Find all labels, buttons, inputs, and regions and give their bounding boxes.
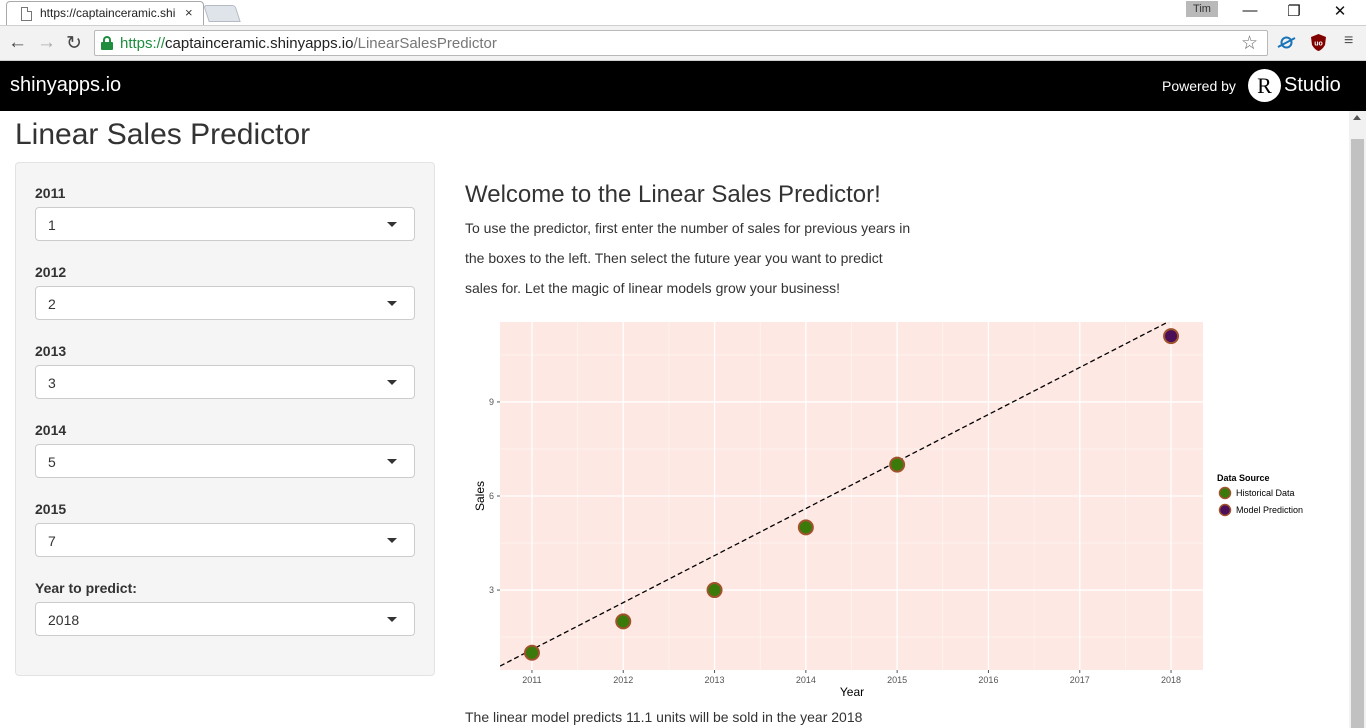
tab-title: https://captainceramic.shi	[40, 6, 176, 20]
year-2015-select[interactable]: 7	[35, 523, 415, 557]
year-2013-select[interactable]: 3	[35, 365, 415, 399]
legend-label: Model Prediction	[1236, 505, 1303, 515]
dropdown-caret-icon	[387, 617, 397, 622]
select-value: 2018	[48, 612, 80, 628]
legend-key	[1218, 503, 1232, 517]
data-point	[523, 644, 540, 661]
document-icon	[21, 7, 32, 21]
year-2011-label: 2011	[35, 185, 66, 201]
select-value: 5	[48, 454, 56, 470]
prediction-summary: The linear model predicts 11.1 units wil…	[465, 709, 863, 725]
x-axis-title: Year	[840, 685, 864, 699]
points-layer	[523, 328, 1180, 661]
legend-title: Data Source	[1217, 473, 1270, 483]
data-point	[797, 519, 814, 536]
y-tick-label: 9	[489, 397, 494, 407]
ublock-icon[interactable]: uo	[1309, 33, 1328, 52]
dropdown-caret-icon	[387, 538, 397, 543]
restore-button[interactable]: ❐	[1287, 3, 1301, 20]
data-point	[615, 613, 632, 630]
y-axis: 3 6 9	[489, 397, 500, 595]
bookmark-star-icon[interactable]: ☆	[1241, 33, 1259, 54]
forward-icon[interactable]: →	[37, 32, 56, 53]
data-point	[889, 456, 906, 473]
prediction-point	[1163, 328, 1180, 345]
menu-icon[interactable]: ≡	[1344, 32, 1354, 49]
year-to-predict-label: Year to predict:	[35, 580, 137, 596]
svg-text:uo: uo	[1314, 41, 1323, 48]
welcome-heading: Welcome to the Linear Sales Predictor!	[465, 181, 881, 208]
x-axis: 2011 2012 2013 2014 2015 2016 2017 2018	[522, 670, 1181, 685]
address-bar[interactable]: https://captainceramic.shinyapps.io/Line…	[94, 30, 1268, 56]
x-tick-label: 2015	[887, 675, 907, 685]
x-tick-label: 2017	[1070, 675, 1090, 685]
regression-line	[500, 322, 1170, 667]
year-2012-select[interactable]: 2	[35, 286, 415, 320]
back-icon[interactable]: ←	[8, 32, 27, 53]
year-2014-label: 2014	[35, 422, 67, 438]
scrollbar-thumb[interactable]	[1351, 139, 1364, 728]
year-2015-label: 2015	[35, 501, 67, 517]
dropdown-caret-icon	[387, 301, 397, 306]
close-window-button[interactable]: ✕	[1333, 3, 1347, 20]
legend-key	[1218, 486, 1232, 500]
reload-icon[interactable]: ↻	[66, 33, 82, 54]
tab-strip: https://captainceramic.shi × Tim — ❐ ✕	[0, 0, 1366, 25]
tab-close-icon[interactable]: ×	[185, 5, 193, 20]
legend-label: Historical Data	[1236, 488, 1295, 498]
browser-toolbar: ← → ↻ https://captainceramic.shinyapps.i…	[0, 25, 1366, 61]
dropdown-caret-icon	[387, 222, 397, 227]
intro-text: To use the predictor, first enter the nu…	[465, 220, 911, 296]
page-scrollbar[interactable]	[1349, 111, 1366, 728]
minimize-button[interactable]: —	[1242, 2, 1258, 19]
year-2014-select[interactable]: 5	[35, 444, 415, 478]
year-to-predict-select[interactable]: 2018	[35, 602, 415, 636]
sales-plot: 2011 2012 2013 2014 2015 2016 2017 2018 3 6 9 Yea…	[473, 322, 1303, 699]
rstudio-logo-icon[interactable]: R	[1248, 69, 1281, 102]
lock-icon	[101, 36, 113, 50]
page-title: Linear Sales Predictor	[15, 118, 311, 151]
rstudio-logo-text[interactable]: Studio	[1284, 74, 1341, 96]
major-gridlines	[500, 322, 1203, 670]
fit-line-layer	[500, 322, 1170, 667]
x-tick-label: 2011	[522, 675, 541, 685]
brand-logo[interactable]: shinyapps.io	[10, 74, 122, 96]
select-value: 7	[48, 533, 56, 549]
new-tab-button[interactable]	[203, 5, 241, 22]
x-tick-label: 2012	[613, 675, 633, 685]
dropdown-caret-icon	[387, 380, 397, 385]
x-tick-label: 2018	[1161, 675, 1181, 685]
dropdown-caret-icon	[387, 459, 397, 464]
browser-tab[interactable]: https://captainceramic.shi ×	[6, 1, 204, 25]
year-2011-select[interactable]: 1	[35, 207, 415, 241]
extension-icon[interactable]	[1277, 33, 1296, 52]
x-tick-label: 2016	[978, 675, 998, 685]
data-point	[706, 582, 723, 599]
y-tick-label: 6	[489, 491, 494, 501]
site-navbar: shinyapps.io Powered by R Studio	[0, 61, 1366, 111]
url-text[interactable]: https://captainceramic.shinyapps.io/Line…	[120, 35, 497, 52]
y-axis-title: Sales	[473, 481, 487, 511]
select-value: 2	[48, 296, 56, 312]
powered-by-label: Powered by	[1162, 78, 1236, 94]
year-2013-label: 2013	[35, 343, 67, 359]
select-value: 3	[48, 375, 56, 391]
scroll-up-arrow-icon[interactable]	[1353, 115, 1361, 120]
profile-badge[interactable]: Tim	[1186, 1, 1218, 17]
x-tick-label: 2014	[796, 675, 816, 685]
y-tick-label: 3	[489, 585, 494, 595]
input-sidebar: 2011 1 2012 2 2013 3 2014 5 2015 7 Year …	[15, 162, 435, 676]
select-value: 1	[48, 217, 56, 233]
plot-legend: Data Source Historical Data Model Predict…	[1217, 473, 1303, 517]
year-2012-label: 2012	[35, 264, 67, 280]
x-tick-label: 2013	[705, 675, 725, 685]
